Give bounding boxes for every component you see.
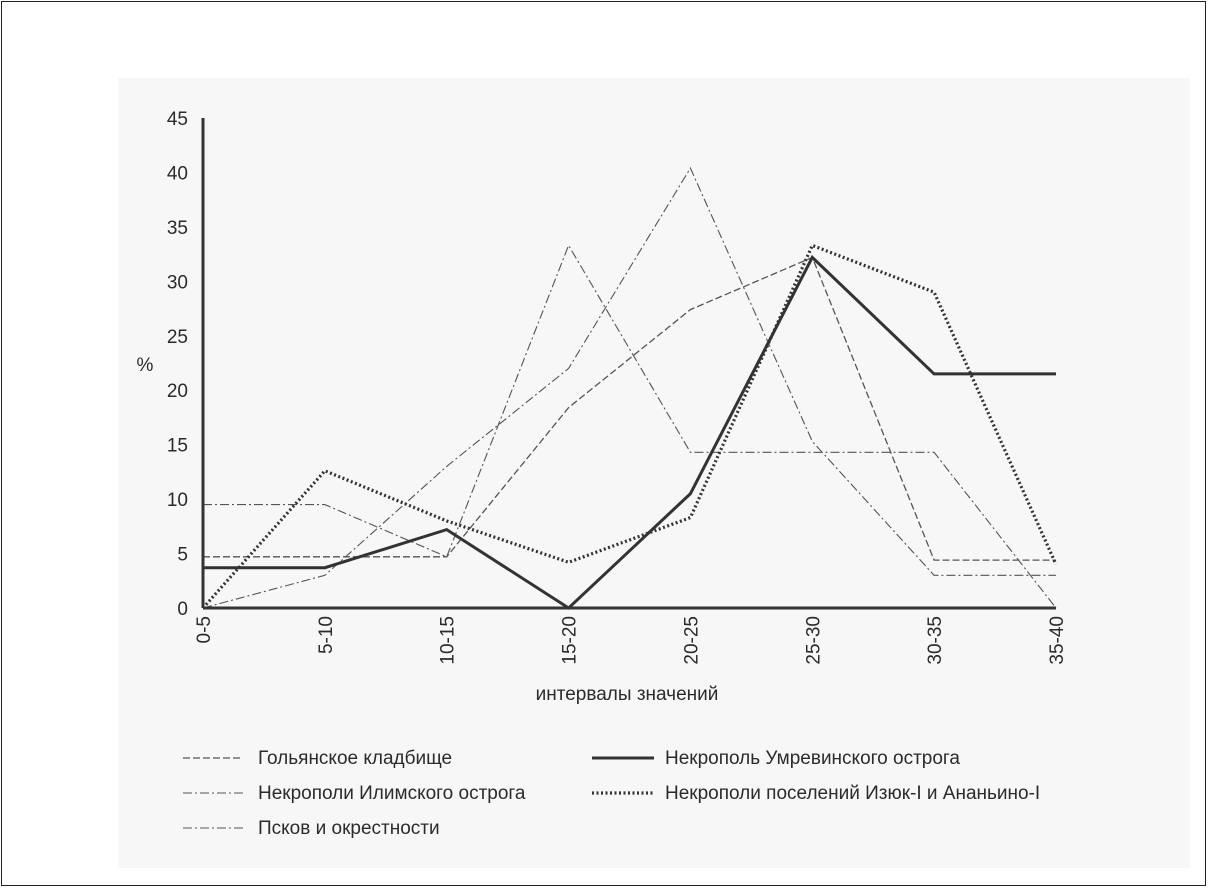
y-tick-label: 35 <box>167 218 188 239</box>
series-line-2 <box>202 166 1056 609</box>
y-tick-label: 5 <box>177 545 188 566</box>
x-tick-labels: 0-5 5-10 10-15 15-20 20-25 25-30 30-35 35-40 <box>194 616 1068 665</box>
y-tick-label: 40 <box>167 163 188 184</box>
axes <box>201 118 1056 610</box>
x-axis-label: интервалы значений <box>536 684 719 705</box>
series-line-5 <box>201 243 1058 610</box>
y-tick-label: 20 <box>167 381 188 402</box>
legend-label-5: Некрополи поселений Изюк-I и Ананьино-I <box>665 783 1040 804</box>
x-tick-label: 0-5 <box>194 616 215 643</box>
x-tick-label: 15-20 <box>560 616 581 665</box>
legend-label-4: Некрополь Умревинского острога <box>665 748 960 769</box>
y-tick-label: 30 <box>167 272 188 293</box>
legend: Гольянское кладбище Некрополи Илимского о… <box>183 748 1040 839</box>
x-tick-label: 10-15 <box>438 616 459 665</box>
x-tick-label: 30-35 <box>925 616 946 665</box>
legend-label-3: Псков и окрестности <box>258 818 440 839</box>
series-line-4 <box>203 254 1056 610</box>
chart-panel <box>118 78 1190 868</box>
y-tick-label: 25 <box>167 327 188 348</box>
legend-label-1: Гольянское кладбище <box>258 748 452 769</box>
y-tick-label: 10 <box>167 490 188 511</box>
y-tick-label: 15 <box>167 436 188 457</box>
x-tick-label: 25-30 <box>803 616 824 665</box>
series-lines <box>201 166 1058 610</box>
x-tick-label: 35-40 <box>1047 616 1068 665</box>
y-axis-label: % <box>137 355 154 376</box>
y-tick-label: 0 <box>177 599 188 620</box>
series-line-3 <box>203 244 1057 609</box>
y-tick-label: 45 <box>167 109 188 130</box>
y-tick-labels: 0 5 10 15 20 25 30 35 40 45 <box>167 109 188 620</box>
x-tick-label: 5-10 <box>316 616 337 654</box>
x-tick-label: 20-25 <box>681 616 702 665</box>
legend-label-2: Некрополи Илимского острога <box>258 783 526 804</box>
series-line-1 <box>203 256 1056 561</box>
